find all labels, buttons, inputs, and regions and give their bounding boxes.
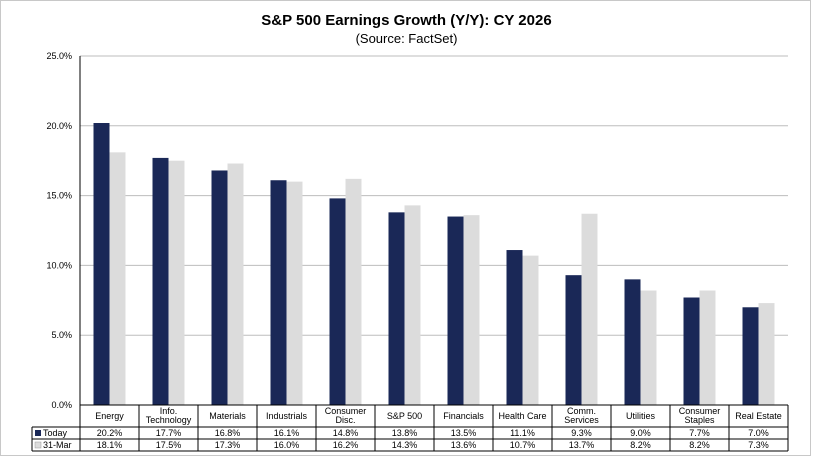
data-label: 13.7% — [569, 440, 595, 450]
bar — [758, 303, 775, 405]
data-label: 9.3% — [571, 428, 592, 438]
data-label: 13.8% — [392, 428, 418, 438]
bar — [624, 279, 641, 405]
legend-label: Today — [43, 428, 68, 438]
bar — [683, 297, 700, 405]
bar — [345, 178, 362, 405]
category-label: Financials — [443, 411, 484, 421]
legend-swatch — [35, 430, 41, 436]
y-tick-label: 15.0% — [46, 191, 72, 201]
data-label: 16.8% — [215, 428, 241, 438]
data-label: 17.5% — [156, 440, 182, 450]
bar — [565, 275, 582, 405]
bar — [522, 255, 539, 405]
category-label: Energy — [95, 411, 124, 421]
legend-label: 31-Mar — [43, 440, 72, 450]
category-label: Industrials — [266, 411, 308, 421]
chart-subtitle: (Source: FactSet) — [355, 31, 458, 46]
bar — [93, 123, 110, 406]
category-label: Materials — [209, 411, 246, 421]
bar — [168, 160, 185, 405]
data-label: 10.7% — [510, 440, 536, 450]
category-label: Consumer — [679, 406, 721, 416]
category-label: Real Estate — [735, 411, 782, 421]
category-label: S&P 500 — [387, 411, 422, 421]
bar — [640, 290, 657, 405]
category-label: Technology — [146, 415, 192, 425]
bar — [227, 163, 244, 405]
bar — [581, 213, 598, 405]
data-label: 13.5% — [451, 428, 477, 438]
category-label: Staples — [684, 415, 715, 425]
data-label: 18.1% — [97, 440, 123, 450]
category-label: Comm. — [567, 406, 596, 416]
category-label: Disc. — [336, 415, 356, 425]
bar — [286, 181, 303, 405]
data-label: 17.7% — [156, 428, 182, 438]
category-label: Services — [564, 415, 599, 425]
data-label: 14.8% — [333, 428, 359, 438]
data-label: 7.0% — [748, 428, 769, 438]
category-label: Health Care — [498, 411, 546, 421]
category-label: Utilities — [626, 411, 656, 421]
data-label: 11.1% — [510, 428, 535, 438]
data-label: 20.2% — [97, 428, 123, 438]
bar — [447, 216, 464, 405]
bar — [211, 170, 228, 405]
chart-title: S&P 500 Earnings Growth (Y/Y): CY 2026 — [261, 12, 552, 29]
data-label: 7.7% — [689, 428, 710, 438]
bar — [152, 157, 169, 405]
data-label: 8.2% — [689, 440, 710, 450]
data-label: 16.0% — [274, 440, 300, 450]
bar — [388, 212, 405, 405]
data-label: 7.3% — [748, 440, 769, 450]
data-label: 13.6% — [451, 440, 477, 450]
y-tick-label: 25.0% — [46, 51, 72, 61]
category-label: Info. — [160, 406, 178, 416]
bar — [270, 180, 287, 405]
y-tick-label: 0.0% — [51, 400, 72, 410]
bar — [699, 290, 716, 405]
bar — [329, 198, 346, 405]
y-tick-label: 5.0% — [51, 330, 72, 340]
category-label: Consumer — [325, 406, 367, 416]
data-label: 17.3% — [215, 440, 241, 450]
y-tick-label: 20.0% — [46, 121, 72, 131]
bar — [404, 205, 421, 405]
y-tick-label: 10.0% — [46, 260, 72, 270]
bar — [742, 307, 759, 405]
data-label: 8.2% — [630, 440, 651, 450]
bar — [109, 152, 126, 405]
legend-swatch — [34, 441, 42, 449]
data-label: 9.0% — [630, 428, 651, 438]
data-label: 16.1% — [274, 428, 300, 438]
data-label: 16.2% — [333, 440, 359, 450]
data-label: 14.3% — [392, 440, 418, 450]
bar — [506, 250, 523, 405]
bar — [463, 215, 480, 405]
